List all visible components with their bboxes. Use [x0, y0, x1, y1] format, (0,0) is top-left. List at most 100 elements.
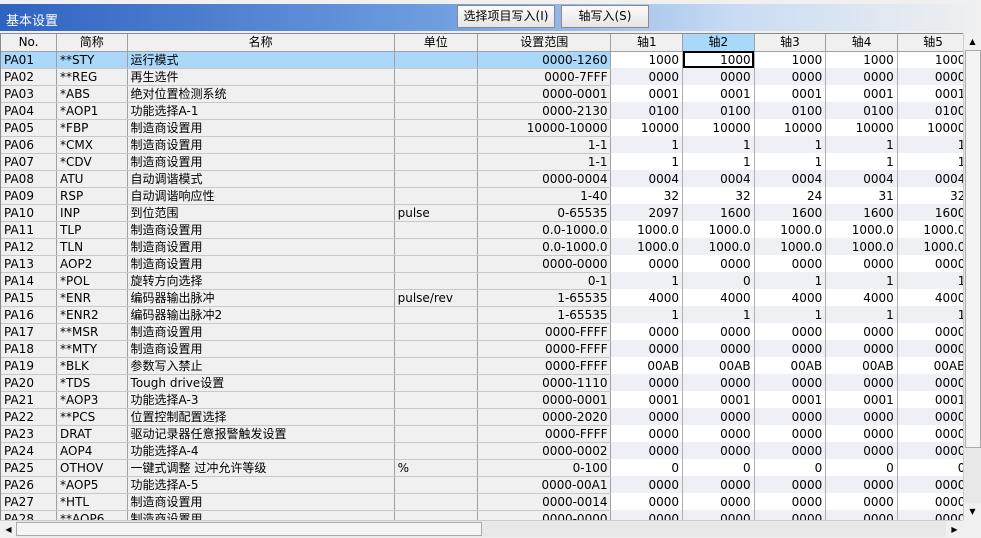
vertical-scrollbar[interactable]: ▲ ▼ — [963, 33, 981, 520]
axis-value-cell[interactable]: 0000 — [897, 68, 963, 85]
table-row[interactable]: PA05 *FBP 制造商设置用 10000-10000 10000 10000 10000… — [1, 119, 963, 137]
axis-value-cell[interactable]: 0000 — [825, 442, 898, 459]
horizontal-scrollbar[interactable]: ◀ ▶ — [0, 520, 963, 537]
axis-value-cell[interactable]: 0 — [754, 459, 827, 476]
axis-value-cell[interactable]: 10000 — [897, 119, 963, 136]
axis-value-cell[interactable]: 1 — [825, 136, 898, 153]
axis-value-cell[interactable]: 0000 — [610, 510, 684, 520]
axis-value-cell[interactable]: 0000 — [610, 255, 684, 272]
scroll-up-icon[interactable]: ▲ — [964, 33, 981, 50]
axis-value-cell[interactable]: 0000 — [682, 255, 755, 272]
axis-value-cell[interactable]: 1600 — [754, 204, 827, 221]
axis-value-cell[interactable]: 0000 — [897, 340, 963, 357]
axis-value-cell[interactable]: 10000 — [825, 119, 898, 136]
axis-value-cell[interactable]: 4000 — [825, 289, 898, 306]
table-row[interactable]: PA15 *ENR 编码器输出脉冲 pulse/rev 1-65535 4000 4000 4… — [1, 289, 963, 307]
table-row[interactable]: PA28 **AOP6 制造商设置用 0000-0000 0000 0000 0000 000… — [1, 510, 963, 520]
axis-value-cell[interactable]: 0000 — [825, 408, 898, 425]
column-header[interactable]: 轴5 — [897, 34, 963, 52]
column-header[interactable]: 设置范围 — [477, 34, 612, 52]
axis-value-cell[interactable]: 4000 — [897, 289, 963, 306]
axis-value-cell[interactable]: 0000 — [825, 68, 898, 85]
axis-value-cell[interactable]: 1 — [682, 136, 755, 153]
axis-value-cell[interactable]: 4000 — [610, 289, 684, 306]
axis-value-cell[interactable]: 0001 — [610, 391, 684, 408]
axis-value-cell[interactable]: 1 — [610, 306, 684, 323]
column-header[interactable]: 简称 — [56, 34, 128, 52]
axis-value-cell[interactable]: 0000 — [825, 510, 898, 520]
axis-value-cell[interactable]: 0004 — [897, 170, 963, 187]
axis-value-cell[interactable]: 0000 — [610, 408, 684, 425]
axis-value-cell[interactable]: 0000 — [754, 323, 827, 340]
axis-value-cell[interactable]: 2097 — [610, 204, 684, 221]
axis-value-cell[interactable]: 1 — [610, 153, 684, 170]
axis-value-cell[interactable]: 0001 — [897, 85, 963, 102]
axis-value-cell[interactable]: 0000 — [610, 340, 684, 357]
axis-value-cell[interactable]: 0000 — [754, 425, 827, 442]
axis-value-cell[interactable]: 0000 — [754, 340, 827, 357]
column-header[interactable]: 轴4 — [825, 34, 898, 52]
axis-value-cell[interactable]: 0000 — [754, 510, 827, 520]
axis-value-cell[interactable]: 0001 — [825, 85, 898, 102]
axis-value-cell[interactable]: 1000 — [682, 51, 755, 68]
axis-value-cell[interactable]: 0100 — [897, 102, 963, 119]
table-row[interactable]: PA10 INP 到位范围 pulse 0-65535 2097 1600 1600 1600 1… — [1, 204, 963, 222]
table-row[interactable]: PA27 *HTL 制造商设置用 0000-0014 0000 0000 0000 0000 0… — [1, 493, 963, 511]
axis-value-cell[interactable]: 10000 — [610, 119, 684, 136]
table-row[interactable]: PA04 *AOP1 功能选择A-1 0000-2130 0100 0100 0100 010… — [1, 102, 963, 120]
axis-value-cell[interactable]: 0 — [682, 272, 755, 289]
axis-value-cell[interactable]: 32 — [682, 187, 755, 204]
axis-value-cell[interactable]: 0001 — [897, 391, 963, 408]
scroll-left-icon[interactable]: ◀ — [0, 521, 17, 537]
axis-value-cell[interactable]: 1 — [754, 136, 827, 153]
axis-value-cell[interactable]: 1 — [754, 306, 827, 323]
column-header[interactable]: 轴3 — [754, 34, 827, 52]
axis-value-cell[interactable]: 1 — [682, 153, 755, 170]
axis-value-cell[interactable]: 0000 — [825, 425, 898, 442]
axis-value-cell[interactable]: 0000 — [825, 323, 898, 340]
axis-value-cell[interactable]: 0000 — [825, 255, 898, 272]
axis-value-cell[interactable]: 0000 — [754, 408, 827, 425]
table-row[interactable]: PA17 **MSR 制造商设置用 0000-FFFF 0000 0000 0000 0000… — [1, 323, 963, 341]
table-row[interactable]: PA20 *TDS Tough drive设置 0000-1110 0000 0000 00… — [1, 374, 963, 392]
axis-value-cell[interactable]: 32 — [897, 187, 963, 204]
axis-value-cell[interactable]: 1 — [825, 306, 898, 323]
axis-value-cell[interactable]: 0000 — [897, 510, 963, 520]
axis-value-cell[interactable]: 00AB — [682, 357, 755, 374]
axis-value-cell[interactable]: 0000 — [897, 374, 963, 391]
axis-value-cell[interactable]: 0001 — [682, 85, 755, 102]
axis-value-cell[interactable]: 1 — [825, 272, 898, 289]
axis-value-cell[interactable]: 4000 — [754, 289, 827, 306]
axis-value-cell[interactable]: 1 — [682, 306, 755, 323]
axis-value-cell[interactable]: 0000 — [754, 374, 827, 391]
axis-value-cell[interactable]: 0 — [610, 459, 684, 476]
axis-value-cell[interactable]: 1000 — [825, 51, 898, 68]
axis-value-cell[interactable]: 0000 — [610, 374, 684, 391]
axis-value-cell[interactable]: 1600 — [897, 204, 963, 221]
axis-value-cell[interactable]: 31 — [825, 187, 898, 204]
axis-value-cell[interactable]: 0000 — [897, 323, 963, 340]
table-row[interactable]: PA23 DRAT 驱动记录器任意报警触发设置 0000-FFFF 0000 0000 00… — [1, 425, 963, 443]
axis-value-cell[interactable]: 1 — [825, 153, 898, 170]
axis-value-cell[interactable]: 1000.0 — [682, 238, 755, 255]
table-row[interactable]: PA03 *ABS 绝对位置检测系统 0000-0001 0001 0001 0001 000… — [1, 85, 963, 103]
table-row[interactable]: PA26 *AOP5 功能选择A-5 0000-00A1 0000 0000 0000 000… — [1, 476, 963, 494]
axis-value-cell[interactable]: 00AB — [610, 357, 684, 374]
axis-value-cell[interactable]: 1000.0 — [682, 221, 755, 238]
axis-value-cell[interactable]: 0000 — [610, 68, 684, 85]
axis-value-cell[interactable]: 0 — [825, 459, 898, 476]
axis-value-cell[interactable]: 0000 — [825, 476, 898, 493]
column-header[interactable]: 轴2 — [682, 34, 755, 52]
table-row[interactable]: PA24 AOP4 功能选择A-4 0000-0002 0000 0000 0000 0000… — [1, 442, 963, 460]
axis-value-cell[interactable]: 0100 — [754, 102, 827, 119]
axis-value-cell[interactable]: 0100 — [610, 102, 684, 119]
table-row[interactable]: PA22 **PCS 位置控制配置选择 0000-2020 0000 0000 0000 00… — [1, 408, 963, 426]
table-row[interactable]: PA19 *BLK 参数写入禁止 0000-FFFF 00AB 00AB 00AB 00AB 0… — [1, 357, 963, 375]
write-axis-button[interactable]: 轴写入(S) — [561, 5, 649, 28]
axis-value-cell[interactable]: 0000 — [897, 442, 963, 459]
axis-value-cell[interactable]: 0100 — [682, 102, 755, 119]
axis-value-cell[interactable]: 0000 — [682, 68, 755, 85]
axis-value-cell[interactable]: 24 — [754, 187, 827, 204]
